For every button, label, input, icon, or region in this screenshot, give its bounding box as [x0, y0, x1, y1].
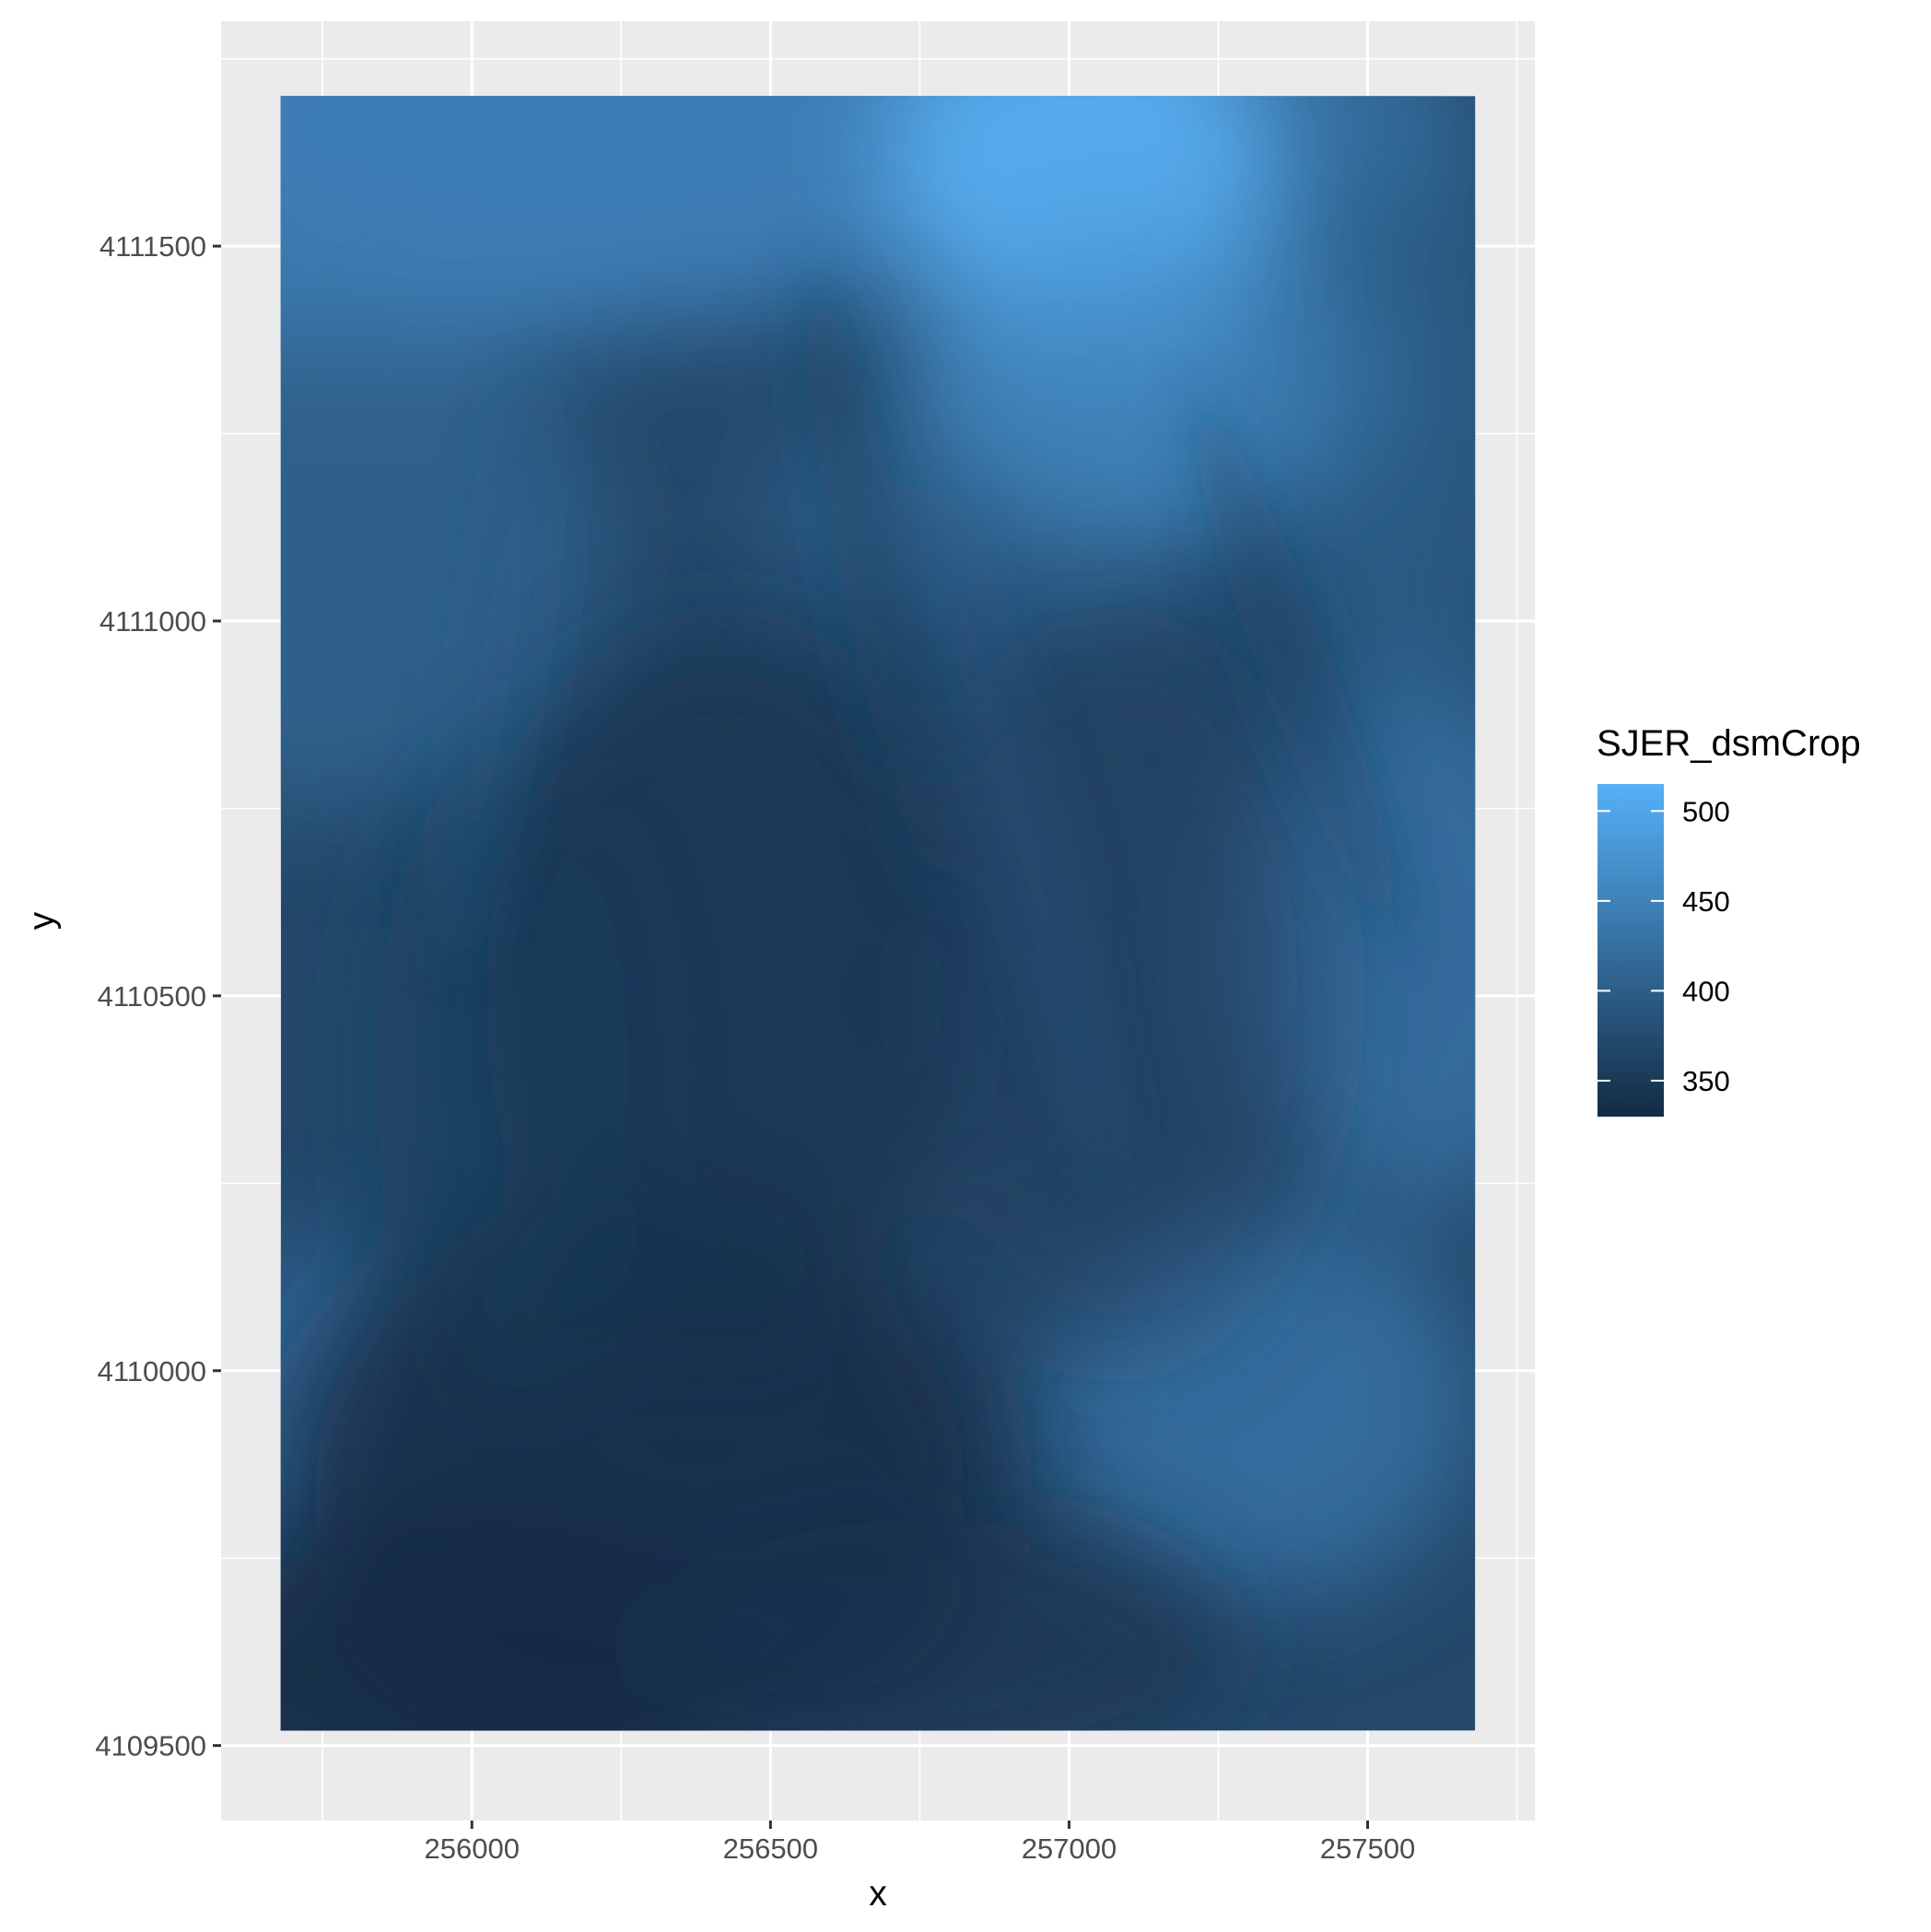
legend: SJER_dsmCrop 350 400 450 500: [1597, 723, 1861, 1117]
raster-streak-1: [802, 266, 954, 907]
y-tick-label-3: 4111000: [99, 605, 206, 638]
raster-high-9: [1247, 96, 1476, 750]
raster-lows: [280, 635, 1332, 1731]
y-tick-label-1: 4110000: [98, 1355, 206, 1388]
legend-title: SJER_dsmCrop: [1597, 723, 1861, 764]
legend-ticks: 350 400 450 500: [1597, 795, 1730, 1097]
legend-tick-label-2: 450: [1682, 885, 1730, 918]
x-axis: 256000 256500 257000 257500: [425, 1821, 1415, 1865]
raster-layer: [280, 96, 1476, 1731]
raster-low-3: [638, 1517, 1236, 1731]
legend-tick-label-1: 400: [1682, 975, 1730, 1007]
legend-colorbar: [1597, 784, 1664, 1117]
x-axis-title: x: [869, 1874, 887, 1914]
y-tick-label-2: 4110500: [98, 980, 206, 1013]
legend-tick-label-3: 500: [1682, 795, 1730, 827]
raster-streak-0: [441, 377, 550, 960]
x-tick-label-1: 256500: [723, 1832, 818, 1865]
x-tick-label-2: 257000: [1022, 1832, 1117, 1865]
y-axis: 4109500 4110000 4110500 4111000 4111500: [95, 230, 221, 1762]
y-tick-label-0: 4109500: [95, 1730, 206, 1762]
raster-streak-3: [1189, 391, 1402, 945]
raster-low-5: [376, 749, 663, 1404]
y-axis-title: y: [22, 911, 62, 930]
raster-streak-2: [921, 484, 1121, 1179]
legend-tick-label-0: 350: [1682, 1065, 1730, 1097]
x-tick-label-3: 257500: [1320, 1832, 1415, 1865]
y-tick-label-4: 4111500: [99, 230, 206, 263]
raster-texture: [441, 266, 1402, 1179]
x-tick-label-0: 256000: [425, 1832, 520, 1865]
raster-low-2: [280, 1517, 759, 1731]
